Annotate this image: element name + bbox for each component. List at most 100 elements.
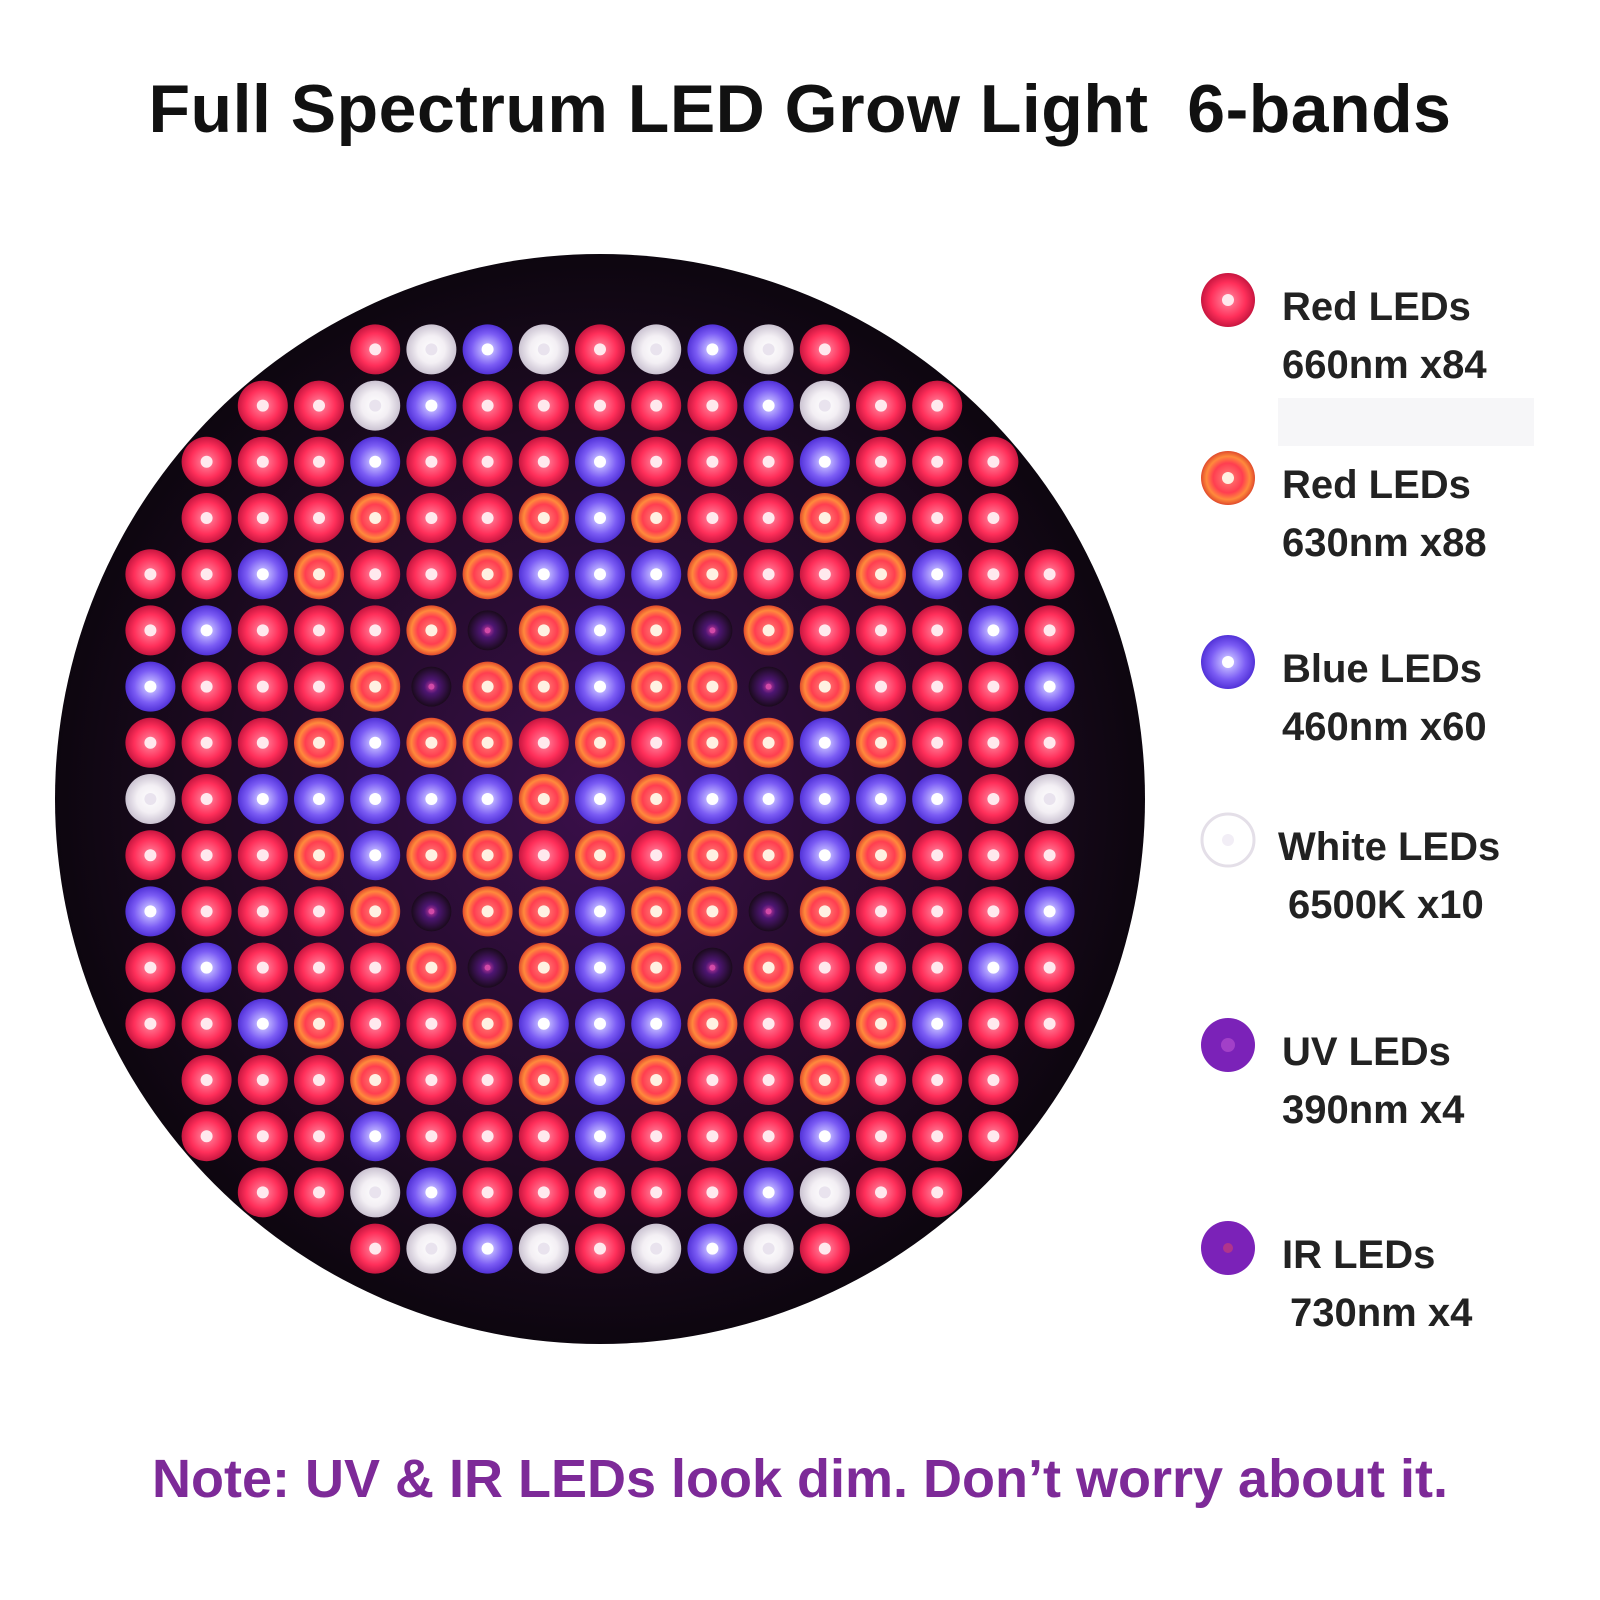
led-core <box>987 793 1000 805</box>
led-core <box>875 849 887 862</box>
led-core <box>537 512 550 524</box>
led-core <box>256 793 269 805</box>
led-core <box>594 1242 606 1255</box>
blue-led-icon <box>1201 635 1255 689</box>
led-core <box>650 961 663 974</box>
led-core <box>709 964 716 971</box>
led-core <box>144 905 157 918</box>
led-core <box>650 455 663 468</box>
led-core <box>481 568 494 581</box>
led-core <box>313 568 325 581</box>
led-core <box>200 905 213 918</box>
led-core <box>706 736 719 749</box>
led-core <box>765 908 772 915</box>
led-core <box>762 1242 775 1255</box>
led-core <box>931 455 944 468</box>
led-core <box>256 1017 269 1030</box>
led-core <box>256 849 269 862</box>
led-core <box>200 624 213 637</box>
led-core <box>537 736 550 749</box>
led-core <box>818 568 831 581</box>
led-core <box>594 399 606 412</box>
led-core <box>650 1242 663 1255</box>
led-core <box>762 849 775 862</box>
led-core <box>369 1130 382 1143</box>
led-core <box>594 793 606 805</box>
led-core <box>200 568 213 581</box>
led-core <box>931 399 944 412</box>
led-core <box>706 1074 719 1086</box>
led-core <box>762 1130 775 1143</box>
led-core <box>256 905 269 918</box>
legend-name: White LEDs <box>1278 825 1501 869</box>
led-core <box>706 680 719 693</box>
led-core <box>256 1186 269 1199</box>
led-core <box>762 568 775 581</box>
legend-name: Red LEDs <box>1282 285 1471 329</box>
legend-item-blue: Blue LEDs 460nm x60 <box>1190 632 1590 749</box>
led-core <box>931 1186 944 1199</box>
led-core <box>256 1130 269 1143</box>
led-core <box>537 849 550 862</box>
led-core <box>256 455 269 468</box>
led-core <box>931 905 944 918</box>
led-core <box>650 1130 663 1143</box>
led-core <box>425 568 438 581</box>
led-core <box>931 736 944 749</box>
led-core <box>481 512 494 524</box>
led-core <box>369 1242 382 1255</box>
led-core <box>594 1017 606 1030</box>
legend-name: IR LEDs <box>1282 1233 1436 1277</box>
led-core <box>369 343 382 356</box>
legend-item-ir: IR LEDs 730nm x4 <box>1190 1218 1590 1335</box>
led-core <box>650 568 663 581</box>
legend-label-red-660: Red LEDs 660nm x84 <box>1282 278 1487 394</box>
led-core <box>256 680 269 693</box>
led-core <box>537 1074 550 1086</box>
legend-label-red-630: Red LEDs 630nm x88 <box>1282 456 1487 572</box>
led-core <box>369 512 382 524</box>
led-core <box>313 399 325 412</box>
led-core <box>313 1186 325 1199</box>
led-core <box>650 1017 663 1030</box>
legend-spec: 390nm x4 <box>1282 1088 1465 1132</box>
led-grid <box>125 324 1075 1274</box>
led-core <box>762 399 775 412</box>
led-core <box>762 736 775 749</box>
led-core <box>706 1017 719 1030</box>
led-core <box>313 680 325 693</box>
led-core <box>875 1186 887 1199</box>
legend-item-uv: UV LEDs 390nm x4 <box>1190 1015 1590 1132</box>
led-core <box>987 1130 1000 1143</box>
led-core <box>144 624 157 637</box>
led-core <box>875 736 887 749</box>
led-core <box>200 1074 213 1086</box>
ir-led-icon <box>1201 1221 1255 1275</box>
led-core <box>313 849 325 862</box>
led-core <box>875 680 887 693</box>
led-core <box>650 905 663 918</box>
led-core <box>1043 680 1056 693</box>
led-core <box>650 736 663 749</box>
led-core <box>144 961 157 974</box>
led-core <box>144 849 157 862</box>
led-core <box>200 512 213 524</box>
led-core <box>987 624 1000 637</box>
led-core <box>987 455 1000 468</box>
led-core <box>818 849 831 862</box>
led-core <box>931 624 944 637</box>
led-core <box>313 624 325 637</box>
led-core <box>818 512 831 524</box>
led-core <box>987 512 1000 524</box>
red-660-led-icon <box>1201 273 1255 327</box>
led-core <box>931 568 944 581</box>
led-core <box>313 1017 325 1030</box>
led-core <box>144 1017 157 1030</box>
led-core <box>200 849 213 862</box>
led-core <box>818 1130 831 1143</box>
legend-name: Blue LEDs <box>1282 647 1483 691</box>
led-core <box>650 343 663 356</box>
led-core <box>481 905 494 918</box>
led-core <box>706 343 719 356</box>
led-core <box>931 1130 944 1143</box>
